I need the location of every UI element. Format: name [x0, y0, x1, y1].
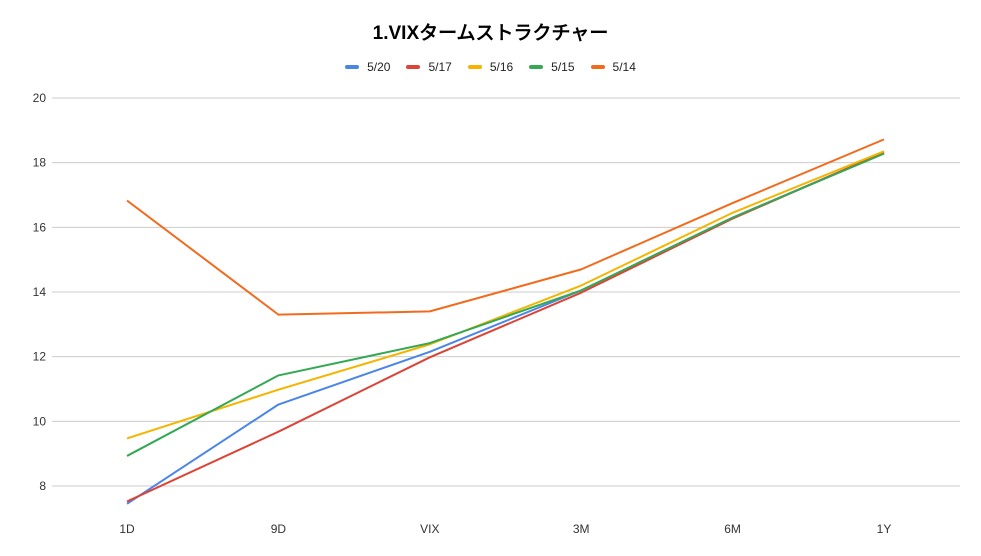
chart-legend: 5/20 5/17 5/16 5/15 5/14 [0, 60, 981, 74]
y-tick-label: 10 [33, 414, 47, 428]
legend-item[interactable]: 5/20 [345, 60, 390, 74]
legend-item[interactable]: 5/15 [529, 60, 575, 74]
legend-item[interactable]: 5/16 [467, 60, 514, 74]
legend-item[interactable]: 5/14 [590, 60, 636, 74]
y-tick-label: 12 [33, 350, 47, 364]
series-lines [126, 138, 885, 505]
x-tick-label: VIX [420, 522, 439, 536]
x-tick-label: 6M [724, 522, 741, 536]
y-tick-label: 18 [33, 156, 47, 170]
legend-label: 5/17 [428, 60, 452, 74]
series-line-5-14 [126, 138, 885, 316]
legend-label: 5/15 [551, 60, 575, 74]
legend-label: 5/20 [367, 60, 391, 74]
x-axis-ticks: 1D 9D VIX 3M 6M 1Y [119, 522, 891, 536]
legend-swatch [590, 65, 605, 69]
y-axis-ticks: 8 10 12 14 16 18 20 [33, 91, 47, 493]
legend-item[interactable]: 5/17 [406, 60, 452, 74]
legend-swatch [406, 65, 421, 69]
series-line-5-15 [126, 152, 885, 457]
y-tick-label: 14 [33, 285, 47, 299]
x-tick-label: 1Y [877, 522, 892, 536]
x-tick-label: 3M [573, 522, 590, 536]
series-line-5-17 [126, 151, 885, 503]
y-tick-label: 16 [33, 220, 47, 234]
legend-label: 5/16 [489, 60, 514, 74]
x-tick-label: 9D [271, 522, 287, 536]
gridlines [52, 97, 960, 487]
series-line-5-16 [126, 150, 885, 440]
legend-swatch [529, 65, 544, 69]
y-tick-label: 8 [39, 479, 46, 493]
y-tick-label: 20 [33, 91, 47, 105]
legend-label: 5/14 [612, 60, 636, 74]
legend-swatch [467, 65, 482, 69]
series-line-5-20 [126, 152, 885, 505]
legend-swatch [345, 65, 360, 69]
chart-title: 1.VIXタームストラクチャー [372, 23, 609, 44]
x-tick-label: 1D [119, 522, 135, 536]
